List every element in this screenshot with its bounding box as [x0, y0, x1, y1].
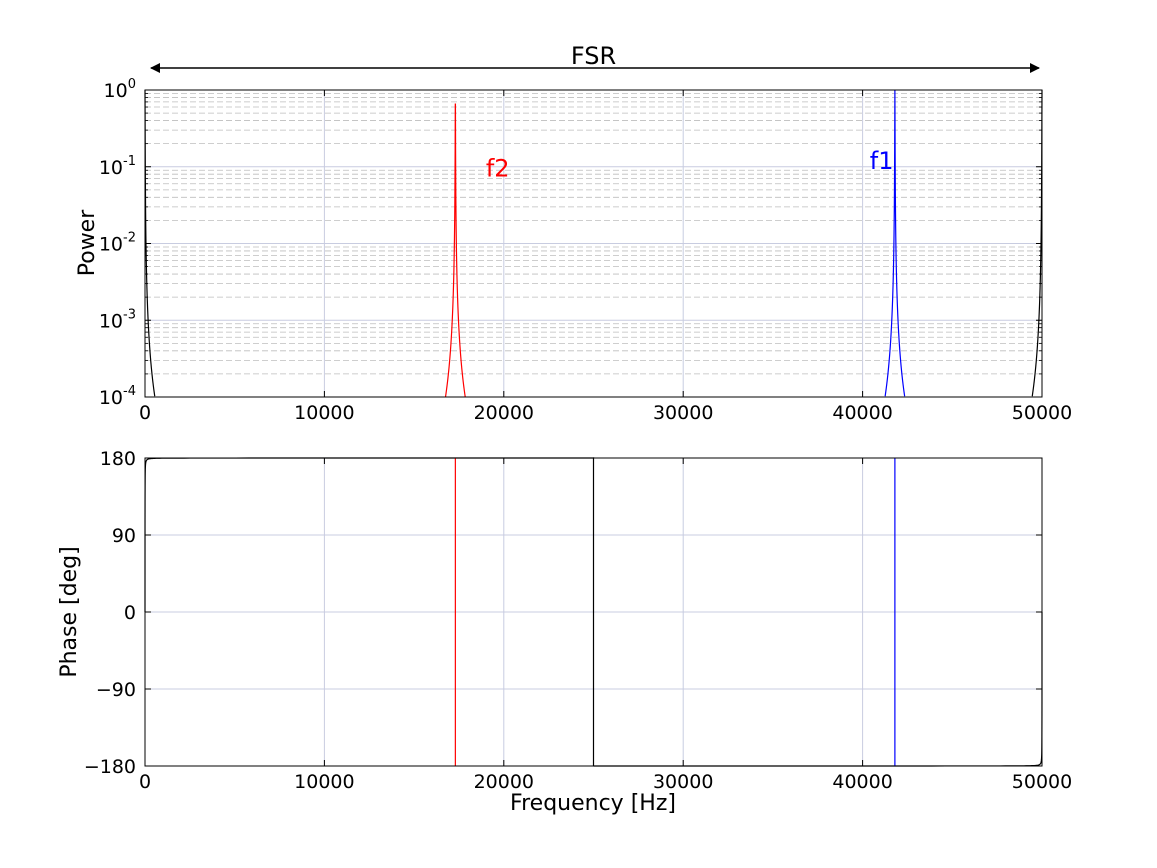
phase-xtick-label: 40000 [832, 771, 892, 793]
power-grid [144, 89, 1043, 398]
power-ytick-label: 100 [104, 77, 136, 102]
power-peak-line [144, 89, 1043, 397]
phase-ytick-label: 90 [112, 525, 136, 547]
power-peak-line [444, 103, 466, 397]
power-xtick-label: 40000 [832, 402, 892, 424]
power-panel: 0 10000 20000 30000 40000 50000 100 10-1 10-2 10-… [75, 77, 1072, 424]
power-ytick-label: 10-4 [99, 384, 136, 409]
power-xtick-label: 20000 [474, 402, 534, 424]
power-ticks: 0 10000 20000 30000 40000 50000 100 10-1 10-2 10-… [99, 77, 1072, 424]
phase-ticks: 0 10000 20000 30000 40000 50000 180 90 0 −90 −180 [84, 448, 1072, 793]
power-xtick-label: 10000 [294, 402, 354, 424]
phase-xtick-label: 10000 [294, 771, 354, 793]
fsr-label: FSR [571, 42, 616, 70]
phase-xtick-label: 0 [139, 771, 151, 793]
peak-label-f1: f1 [870, 147, 894, 175]
power-ytick-label: 10-1 [99, 154, 136, 179]
power-xtick-label: 50000 [1012, 402, 1072, 424]
phase-ytick-label: −180 [84, 756, 136, 778]
power-xtick-label: 0 [139, 402, 151, 424]
power-xtick-label: 30000 [653, 402, 713, 424]
phase-xlabel: Frequency [Hz] [510, 791, 676, 816]
peak-label-f2: f2 [486, 154, 510, 182]
fsr-annotation: FSR [150, 42, 1040, 73]
power-ylabel: Power [75, 209, 100, 276]
phase-panel: 0 10000 20000 30000 40000 50000180900−90−180 … [57, 448, 1072, 816]
phase-ytick-label: 180 [100, 448, 136, 470]
phase-ytick-label: −90 [96, 679, 136, 701]
phase-ylabel: Phase [deg] [57, 546, 82, 677]
phase-ytick-label: 0 [124, 602, 136, 624]
power-ytick-label: 10-3 [99, 307, 136, 332]
phase-xtick-label: 30000 [653, 771, 713, 793]
phase-xtick-label: 20000 [474, 771, 534, 793]
phase-xtick-label: 50000 [1012, 771, 1072, 793]
power-ytick-label: 10-2 [99, 231, 136, 256]
power-annotations: f2 f1 [486, 147, 894, 182]
